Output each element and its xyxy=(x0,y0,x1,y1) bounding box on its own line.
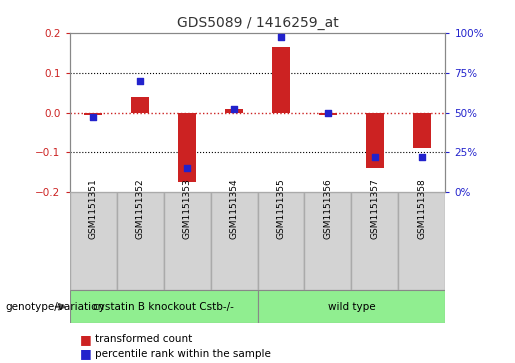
Point xyxy=(89,114,97,120)
Text: GSM1151358: GSM1151358 xyxy=(418,179,426,240)
Point xyxy=(277,34,285,40)
Bar xyxy=(258,192,304,290)
Text: percentile rank within the sample: percentile rank within the sample xyxy=(95,349,271,359)
Bar xyxy=(258,290,445,323)
Bar xyxy=(116,192,164,290)
Bar xyxy=(304,192,352,290)
Title: GDS5089 / 1416259_at: GDS5089 / 1416259_at xyxy=(177,16,338,30)
Text: GSM1151355: GSM1151355 xyxy=(277,179,285,240)
Bar xyxy=(164,192,211,290)
Text: cystatin B knockout Cstb-/-: cystatin B knockout Cstb-/- xyxy=(93,302,234,312)
Text: GSM1151357: GSM1151357 xyxy=(370,179,380,240)
Point xyxy=(418,154,426,160)
Text: genotype/variation: genotype/variation xyxy=(5,302,104,312)
Text: transformed count: transformed count xyxy=(95,334,193,344)
Bar xyxy=(366,113,384,168)
Bar xyxy=(399,192,445,290)
Bar xyxy=(271,47,290,113)
Bar xyxy=(70,290,258,323)
Text: wild type: wild type xyxy=(328,302,375,312)
Bar xyxy=(225,109,244,113)
Text: GSM1151354: GSM1151354 xyxy=(230,179,238,240)
Bar xyxy=(70,192,116,290)
Text: ■: ■ xyxy=(80,347,92,360)
Text: GSM1151353: GSM1151353 xyxy=(182,179,192,240)
Bar xyxy=(211,192,258,290)
Point xyxy=(371,154,379,160)
Text: GSM1151356: GSM1151356 xyxy=(323,179,333,240)
Bar xyxy=(131,97,149,113)
Bar xyxy=(178,113,196,183)
Point xyxy=(136,78,144,83)
Bar xyxy=(83,113,102,115)
Point xyxy=(183,166,191,171)
Text: GSM1151352: GSM1151352 xyxy=(135,179,145,240)
Point xyxy=(230,106,238,112)
Bar xyxy=(319,113,337,115)
Bar xyxy=(413,113,432,148)
Point xyxy=(324,110,332,115)
Text: ■: ■ xyxy=(80,333,92,346)
Text: GSM1151351: GSM1151351 xyxy=(89,179,97,240)
Bar xyxy=(352,192,399,290)
